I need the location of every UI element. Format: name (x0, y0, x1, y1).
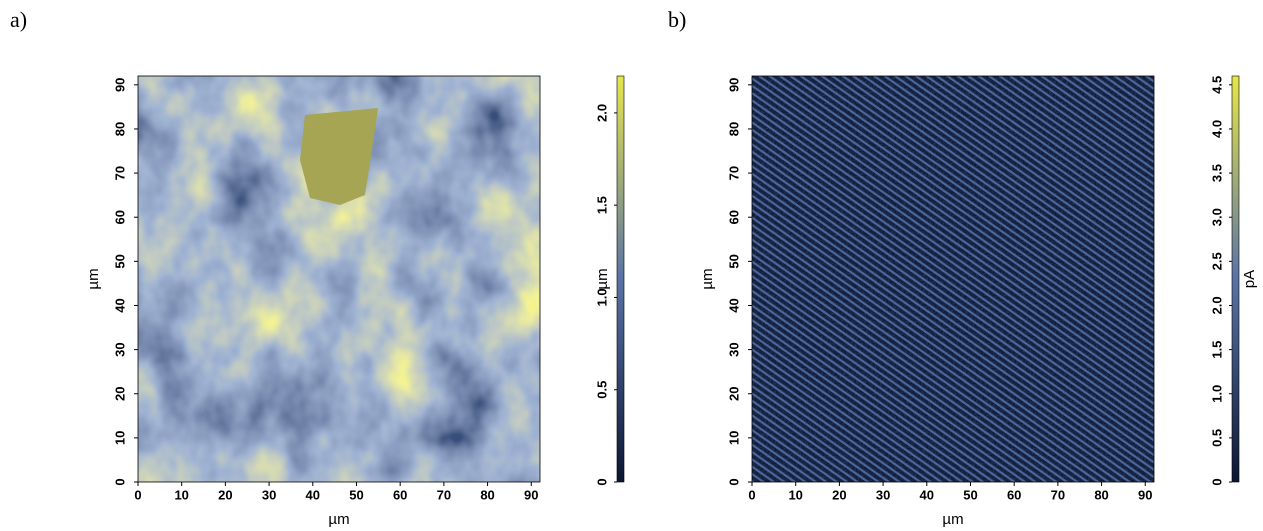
colorbar-label: pA (1241, 270, 1258, 288)
x-tick-label: 0 (748, 487, 755, 502)
x-tick-label: 90 (524, 487, 538, 502)
x-tick-label: 60 (1007, 487, 1021, 502)
image-a (138, 76, 540, 482)
y-tick-label: 60 (112, 210, 127, 224)
colorbar-tick-label: 4.5 (1209, 76, 1224, 94)
x-tick-label: 40 (306, 487, 320, 502)
x-tick-label: 90 (1138, 487, 1152, 502)
panel-label: a) (10, 7, 27, 32)
y-tick-label: 80 (112, 122, 127, 136)
y-tick-label: 10 (726, 431, 741, 445)
colorbar (616, 75, 625, 483)
x-tick-label: 20 (832, 487, 846, 502)
colorbar-tick-label: 4.0 (1209, 120, 1224, 138)
x-tick-label: 80 (480, 487, 494, 502)
colorbar-tick-label: 1.0 (594, 288, 609, 306)
plot-frame (137, 75, 541, 483)
colorbar-tick-label: 1.0 (1209, 385, 1224, 403)
y-axis-label: µm (85, 268, 102, 289)
y-tick-label: 20 (112, 387, 127, 401)
y-tick-label: 50 (112, 254, 127, 268)
x-tick-label: 50 (349, 487, 363, 502)
colorbar-tick-label: 0 (594, 478, 609, 485)
colorbar-tick-label: 1.5 (594, 196, 609, 214)
x-tick-label: 50 (963, 487, 977, 502)
colorbar-tick-label: 2.5 (1209, 252, 1224, 270)
plot-frame (751, 75, 1155, 483)
y-tick-label: 90 (112, 78, 127, 92)
colorbar-tick-label: 3.0 (1209, 208, 1224, 226)
x-tick-label: 60 (393, 487, 407, 502)
y-tick-label: 60 (726, 210, 741, 224)
x-tick-label: 10 (174, 487, 188, 502)
colorbar-tick-label: 3.5 (1209, 164, 1224, 182)
y-tick-label: 20 (726, 387, 741, 401)
x-axis-label: µm (942, 511, 963, 528)
y-tick-label: 30 (112, 342, 127, 356)
y-tick-label: 0 (726, 478, 741, 485)
colorbar (1231, 75, 1240, 483)
colorbar-tick-label: 2.0 (1209, 296, 1224, 314)
y-tick-label: 90 (726, 78, 741, 92)
colorbar-label: µm (594, 268, 611, 289)
image-b (752, 76, 1154, 482)
x-tick-label: 70 (437, 487, 451, 502)
panel-label: b) (668, 7, 686, 32)
y-tick-label: 30 (726, 342, 741, 356)
x-tick-label: 30 (876, 487, 890, 502)
colorbar-tick-label: 0 (1209, 478, 1224, 485)
y-tick-label: 70 (726, 166, 741, 180)
y-axis-label: µm (699, 268, 716, 289)
colorbar-tick-label: 0.5 (1209, 429, 1224, 447)
x-axis-label: µm (328, 511, 349, 528)
y-tick-label: 80 (726, 122, 741, 136)
x-tick-label: 20 (218, 487, 232, 502)
x-tick-label: 0 (134, 487, 141, 502)
y-tick-label: 70 (112, 166, 127, 180)
y-tick-label: 40 (726, 298, 741, 312)
colorbar-tick-label: 0.5 (594, 381, 609, 399)
y-tick-label: 0 (112, 478, 127, 485)
x-tick-label: 80 (1094, 487, 1108, 502)
x-tick-label: 10 (788, 487, 802, 502)
y-tick-label: 10 (112, 431, 127, 445)
y-tick-label: 40 (112, 298, 127, 312)
colorbar-tick-label: 1.5 (1209, 341, 1224, 359)
x-tick-label: 30 (262, 487, 276, 502)
y-tick-label: 50 (726, 254, 741, 268)
colorbar-tick-label: 2.0 (594, 104, 609, 122)
x-tick-label: 70 (1051, 487, 1065, 502)
x-tick-label: 40 (920, 487, 934, 502)
